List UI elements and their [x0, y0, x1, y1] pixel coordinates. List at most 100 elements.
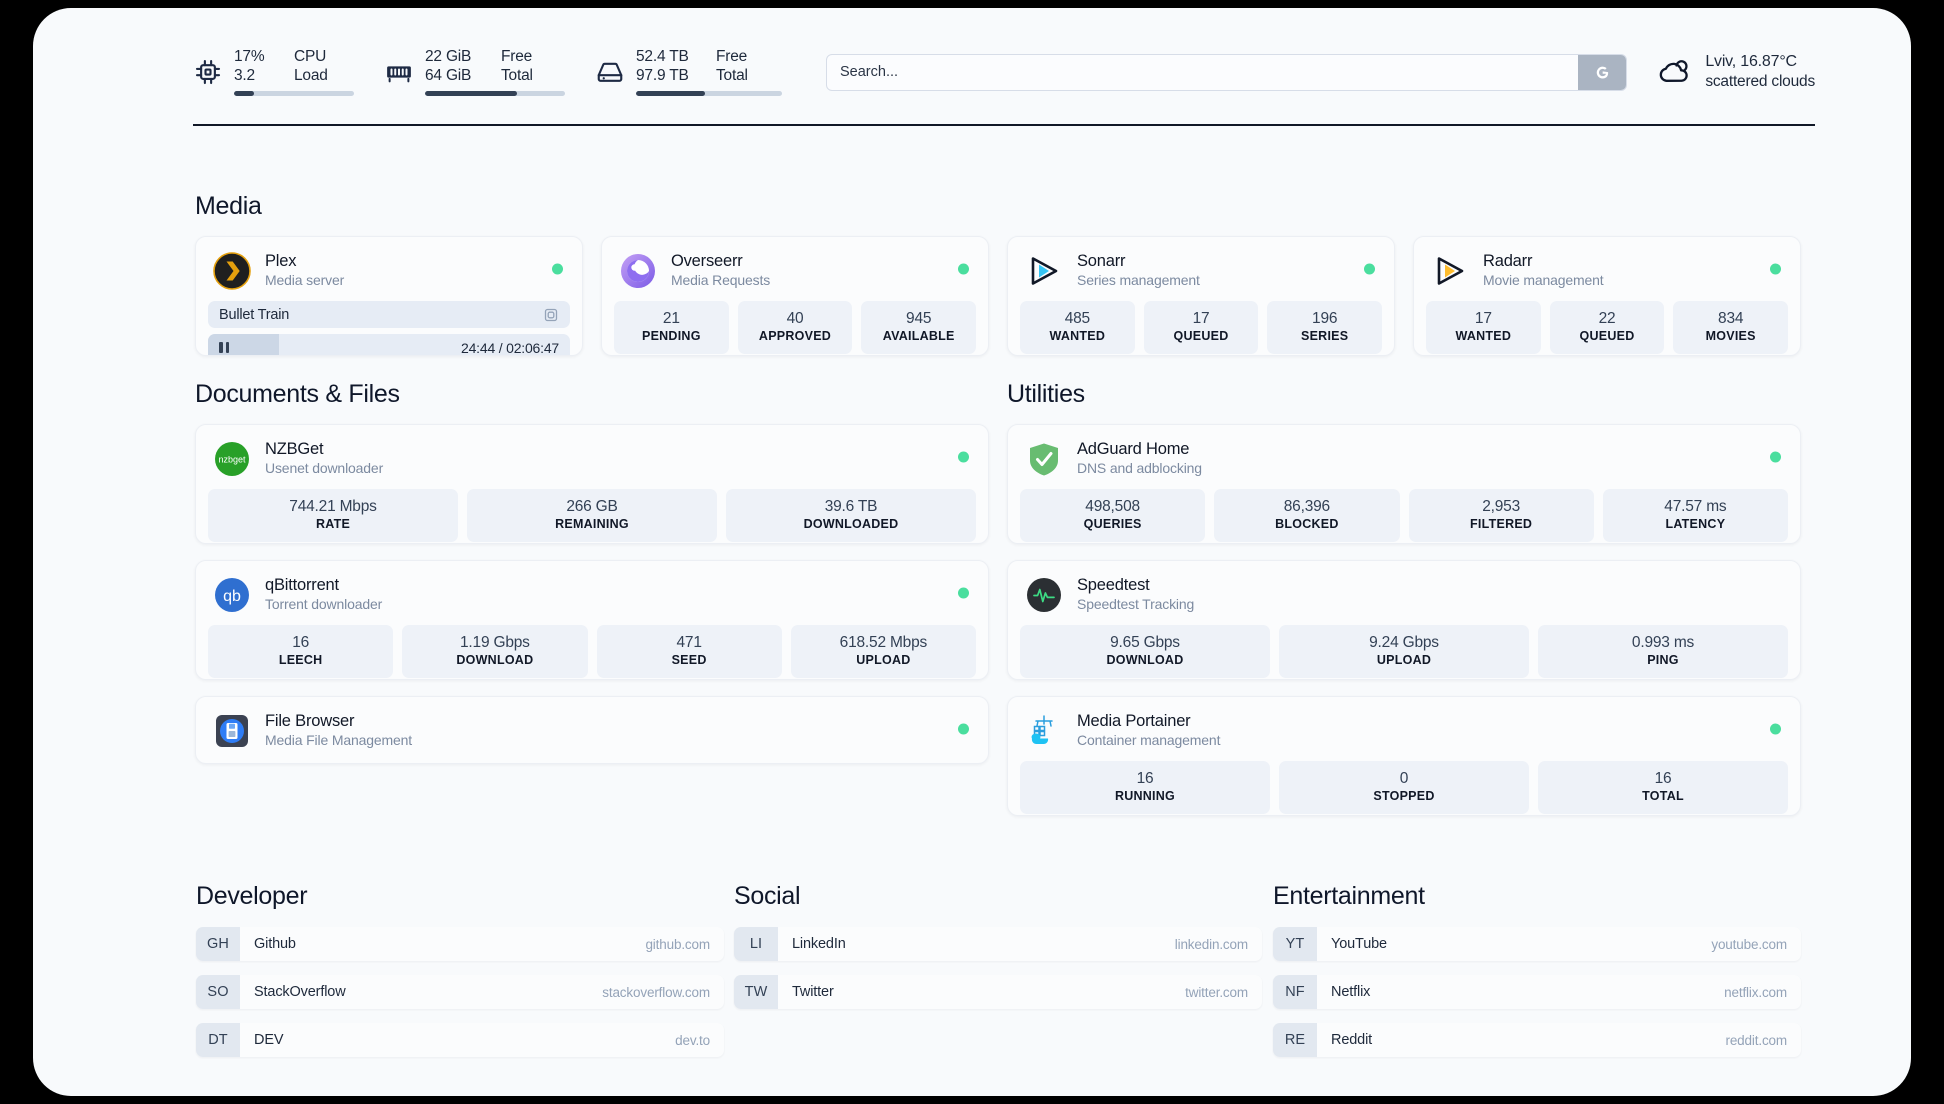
now-playing-row: Bullet Train [208, 301, 570, 329]
bookmark-twitter[interactable]: TW Twitter twitter.com [734, 975, 1262, 1009]
bookmark-name: YouTube [1331, 936, 1387, 952]
card-filebrowser[interactable]: File Browser Media File Management [195, 696, 989, 764]
tile-value: 618.52 Mbps [839, 634, 928, 652]
tile-label: QUERIES [1083, 517, 1142, 532]
tile-label: UPLOAD [856, 653, 911, 668]
section-title-entertainment: Entertainment [1273, 882, 1425, 910]
card-header: Radarr Movie management [1414, 237, 1800, 301]
header-bar: 17% 3.2 CPU Load [193, 36, 1815, 108]
cpu-usage-value: 17% [234, 48, 265, 66]
stat-tiles: 16 LEECH 1.19 Gbps DOWNLOAD 471 SEED 618… [196, 625, 988, 679]
bookmark-stackoverflow[interactable]: SO StackOverflow stackoverflow.com [196, 975, 724, 1009]
tile-label: AVAILABLE [882, 329, 955, 344]
card-radarr[interactable]: Radarr Movie management 17 WANTED 22 QUE… [1413, 236, 1801, 356]
cast-icon[interactable] [543, 307, 559, 323]
adguard-shield-icon [1025, 440, 1063, 478]
tile-label: RATE [315, 517, 351, 532]
bookmark-reddit[interactable]: RE Reddit reddit.com [1273, 1023, 1801, 1057]
tile-value: 2,953 [1482, 498, 1521, 516]
stat-tile: 834 MOVIES [1673, 301, 1789, 355]
card-sonarr[interactable]: Sonarr Series management 485 WANTED 17 Q… [1007, 236, 1395, 356]
tile-value: 40 [786, 310, 804, 328]
tile-value: 21 [662, 310, 680, 328]
qbittorrent-icon: qb [213, 576, 251, 614]
bookmark-url: reddit.com [1725, 1032, 1787, 1048]
card-header: qb qBittorrent Torrent downloader [196, 561, 988, 625]
memory-icon [384, 57, 414, 87]
bookmark-url: linkedin.com [1174, 936, 1248, 952]
tile-label: WANTED [1049, 329, 1106, 344]
stat-tile: 16 RUNNING [1020, 761, 1270, 815]
app-name: AdGuard Home [1077, 440, 1190, 458]
section-title-utilities: Utilities [1007, 380, 1085, 408]
app-description: Movie management [1483, 272, 1604, 289]
tile-value: 266 GB [566, 498, 618, 516]
disk-label-bottom: Total [716, 66, 748, 84]
section-title-social: Social [734, 882, 801, 910]
app-name: Sonarr [1077, 252, 1126, 270]
bookmark-badge: GH [196, 927, 240, 961]
playback-progress[interactable]: 24:44 / 02:06:47 [208, 334, 570, 355]
bookmark-dev[interactable]: DT DEV dev.to [196, 1023, 724, 1057]
bookmark-name: LinkedIn [792, 936, 846, 952]
card-qbittorrent[interactable]: qb qBittorrent Torrent downloader 16 LEE… [195, 560, 989, 680]
tile-value: 498,508 [1085, 498, 1140, 516]
stat-tiles: 17 WANTED 22 QUEUED 834 MOVIES [1414, 301, 1800, 355]
search-bar[interactable] [826, 53, 1628, 91]
bookmark-badge: DT [196, 1023, 240, 1057]
stat-tile: 618.52 Mbps UPLOAD [790, 625, 976, 679]
search-input[interactable] [827, 54, 1579, 90]
bookmark-url: dev.to [675, 1032, 710, 1048]
app-name: File Browser [265, 712, 355, 730]
memory-total-value: 64 GiB [425, 66, 472, 84]
tile-label: MOVIES [1705, 329, 1756, 344]
stat-cpu: 17% 3.2 CPU Load [193, 48, 354, 96]
pause-icon[interactable] [219, 342, 229, 354]
stat-tile: 86,396 BLOCKED [1214, 489, 1400, 543]
radarr-icon [1431, 252, 1469, 290]
card-nzbget[interactable]: nzbget NZBGet Usenet downloader 744.21 M… [195, 424, 989, 544]
bookmark-badge: NF [1273, 975, 1317, 1009]
card-speedtest[interactable]: Speedtest Speedtest Tracking 9.65 Gbps D… [1007, 560, 1801, 680]
app-name: Plex [265, 252, 297, 270]
tile-value: 17 [1474, 310, 1492, 328]
stat-tile: 485 WANTED [1020, 301, 1135, 355]
card-header: Media Portainer Container management [1008, 697, 1800, 761]
bookmark-linkedin[interactable]: LI LinkedIn linkedin.com [734, 927, 1262, 961]
portainer-icon [1025, 712, 1063, 750]
app-description: Series management [1077, 272, 1200, 289]
google-g-icon [1596, 66, 1608, 79]
tile-value: 9.24 Gbps [1369, 634, 1439, 652]
disk-free-value: 52.4 TB [636, 48, 689, 66]
app-name: qBittorrent [265, 576, 339, 594]
cpu-load-value: 3.2 [234, 66, 255, 84]
card-plex[interactable]: Plex Media server Bullet Train 24:44 / 0… [195, 236, 583, 356]
status-dot [958, 587, 969, 599]
scattered-clouds-icon [1653, 55, 1693, 89]
tile-label: FILTERED [1470, 517, 1533, 532]
status-dot [1770, 451, 1781, 463]
memory-free-value: 22 GiB [425, 48, 472, 66]
bookmark-youtube[interactable]: YT YouTube youtube.com [1273, 927, 1801, 961]
card-header: AdGuard Home DNS and adblocking [1008, 425, 1800, 489]
status-dot [1364, 263, 1375, 275]
bookmark-github[interactable]: GH Github github.com [196, 927, 724, 961]
card-portainer[interactable]: Media Portainer Container management 16 … [1007, 696, 1801, 816]
cpu-label-top: CPU [294, 48, 327, 66]
card-header: Overseerr Media Requests [602, 237, 988, 301]
stat-tile: 21 PENDING [614, 301, 729, 355]
disk-label-top: Free [716, 48, 748, 66]
dashboard-page: 17% 3.2 CPU Load [33, 8, 1911, 1096]
search-submit-button[interactable] [1578, 54, 1627, 90]
bookmark-name: Github [254, 936, 296, 952]
stat-tile: 1.19 Gbps DOWNLOAD [402, 625, 588, 679]
weather-widget: Lviv, 16.87°C scattered clouds [1653, 52, 1815, 93]
card-adguard[interactable]: AdGuard Home DNS and adblocking 498,508 … [1007, 424, 1801, 544]
stat-tile: 471 SEED [596, 625, 782, 679]
tile-value: 16 [1654, 770, 1672, 788]
disk-usage-bar [636, 90, 782, 96]
card-overseerr[interactable]: Overseerr Media Requests 21 PENDING 40 A… [601, 236, 989, 356]
stat-tiles: 9.65 Gbps DOWNLOAD 9.24 Gbps UPLOAD 0.99… [1008, 625, 1800, 679]
bookmark-netflix[interactable]: NF Netflix netflix.com [1273, 975, 1801, 1009]
app-name: Media Portainer [1077, 712, 1191, 730]
